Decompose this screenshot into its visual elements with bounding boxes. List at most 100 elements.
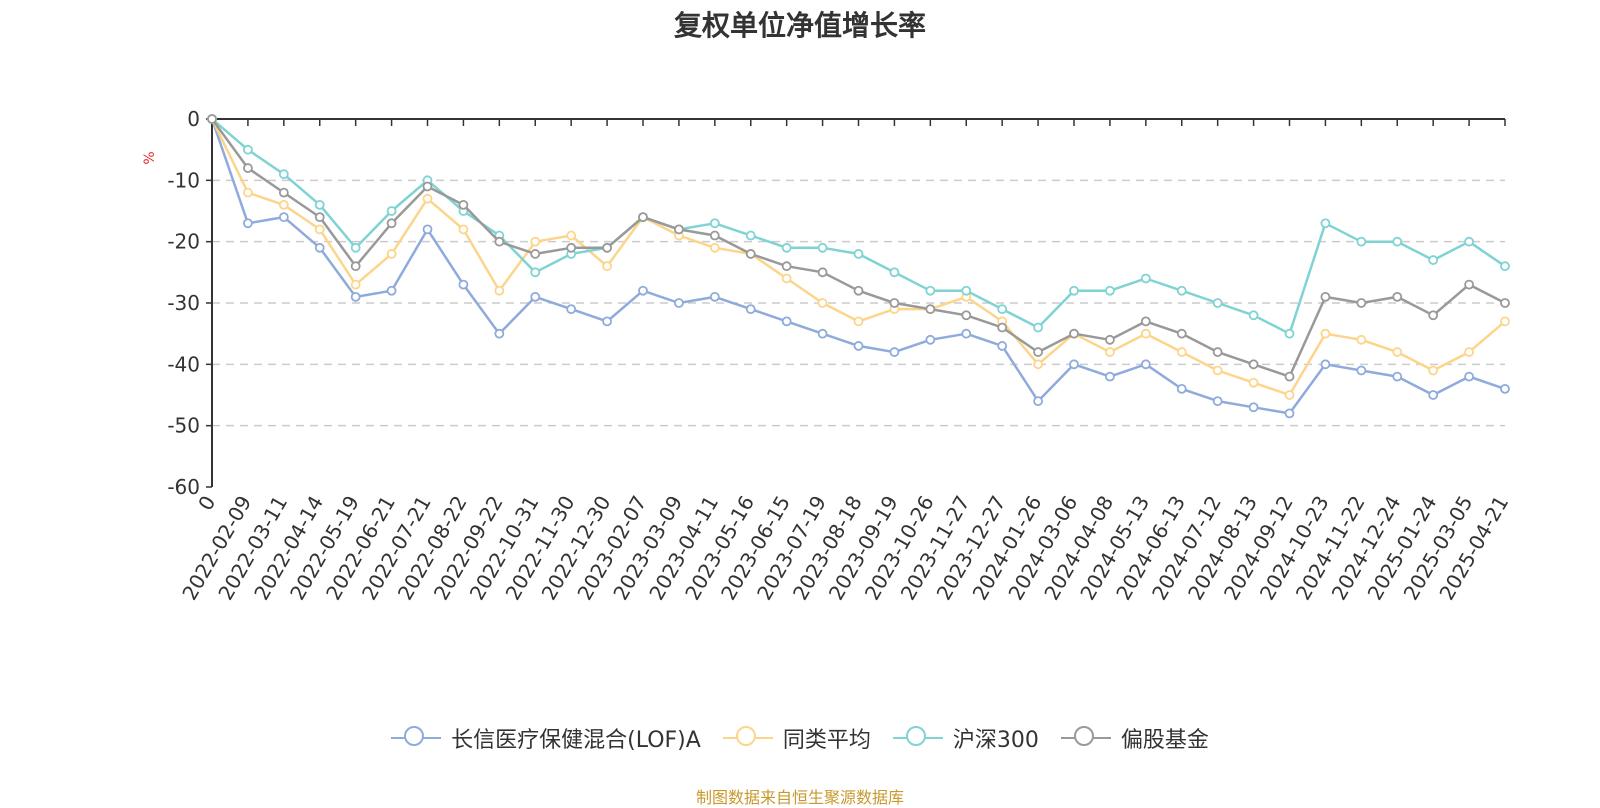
data-point: [1284, 390, 1295, 400]
data-point: [709, 242, 720, 253]
legend-marker: [404, 726, 425, 746]
y-tick-label: -50: [167, 414, 200, 438]
data-point: [530, 267, 541, 278]
data-point: [1033, 396, 1043, 407]
data-point: [494, 236, 505, 247]
data-point: [1356, 365, 1367, 376]
data-point: [961, 310, 972, 321]
data-point: [1464, 371, 1474, 382]
data-point: [1464, 236, 1474, 247]
legend-item[interactable]: 长信医疗保健混合(LOF)A: [391, 722, 701, 754]
data-point: [1248, 377, 1259, 388]
data-point: [1033, 359, 1043, 370]
data-point: [278, 199, 289, 210]
data-point: [1212, 298, 1223, 308]
data-point: [1212, 365, 1223, 376]
data-point: [925, 334, 936, 345]
data-point: [566, 304, 577, 315]
data-point: [1428, 310, 1439, 321]
legend-swatch-icon: [892, 725, 943, 751]
data-point: [1392, 291, 1403, 302]
legend-item[interactable]: 偏股基金: [1060, 722, 1209, 754]
data-point: [1500, 298, 1510, 308]
data-point: [386, 249, 397, 259]
data-point: [1320, 359, 1331, 370]
data-point: [925, 304, 936, 315]
data-point: [243, 218, 253, 229]
data-point: [1105, 347, 1115, 357]
series-line-3: [211, 118, 1506, 335]
data-point: [1176, 328, 1187, 339]
data-point: [853, 316, 864, 327]
data-point: [458, 279, 469, 290]
data-point: [458, 224, 469, 235]
data-point: [638, 212, 648, 223]
data-point: [278, 169, 289, 180]
legend-swatch-icon: [391, 725, 442, 751]
data-point: [1140, 273, 1151, 284]
legend-swatch-icon: [1060, 725, 1111, 751]
data-point: [1176, 285, 1187, 296]
data-point: [889, 267, 900, 278]
data-point: [674, 298, 684, 308]
data-point: [1105, 285, 1115, 296]
data-point: [422, 181, 433, 192]
series-lines: [207, 114, 1510, 419]
series-line-4: [210, 118, 1506, 378]
data-point: [386, 218, 397, 229]
data-point: [1500, 316, 1510, 327]
data-point: [602, 261, 612, 272]
data-point: [386, 206, 397, 216]
y-tick-label: -40: [167, 352, 200, 376]
data-point: [709, 291, 720, 302]
data-point: [709, 218, 720, 229]
data-point: [602, 316, 612, 327]
legend-label: 偏股基金: [1120, 728, 1209, 753]
data-point: [278, 187, 289, 198]
data-point: [781, 242, 792, 253]
data-point: [243, 163, 253, 173]
data-point: [1140, 328, 1151, 339]
data-point: [278, 212, 289, 223]
data-point: [781, 316, 792, 327]
data-point: [1033, 322, 1043, 333]
data-point: [1176, 383, 1187, 394]
data-point: [602, 242, 612, 253]
y-tick-label: -10: [167, 168, 200, 192]
legend-marker: [1073, 726, 1094, 746]
data-point: [674, 224, 684, 235]
data-point: [1140, 316, 1151, 327]
data-point: [889, 347, 900, 357]
data-point: [566, 242, 577, 253]
data-point: [1392, 347, 1403, 357]
legend: 长信医疗保健混合(LOF)A 同类平均 沪深300 偏股基金: [0, 722, 1600, 754]
data-point: [853, 249, 864, 259]
data-point: [1464, 279, 1474, 290]
data-point: [853, 341, 864, 351]
legend-swatch-icon: [722, 725, 773, 751]
data-point: [1248, 310, 1259, 321]
legend-item[interactable]: 沪深300: [892, 722, 1039, 754]
data-point: [997, 322, 1008, 333]
y-tick-label: 0: [187, 107, 200, 131]
data-point: [1428, 390, 1439, 400]
data-point: [709, 230, 720, 241]
data-point: [1105, 371, 1115, 382]
data-point: [314, 242, 325, 253]
data-point: [1284, 328, 1295, 339]
data-point: [494, 328, 505, 339]
data-point: [530, 236, 541, 247]
legend-label: 同类平均: [782, 728, 871, 753]
data-point: [1284, 408, 1295, 419]
data-point: [350, 279, 361, 290]
data-point: [997, 341, 1008, 351]
data-point: [1248, 359, 1259, 370]
data-point: [961, 285, 972, 296]
data-point: [530, 291, 541, 302]
legend-marker: [735, 726, 756, 746]
legend-label: 长信医疗保健混合(LOF)A: [451, 728, 701, 753]
data-point: [1212, 347, 1223, 357]
data-point: [314, 199, 325, 210]
legend-item[interactable]: 同类平均: [722, 722, 871, 754]
